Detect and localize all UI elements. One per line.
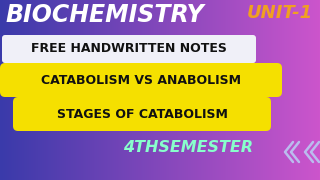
Text: STAGES OF CATABOLISM: STAGES OF CATABOLISM [57, 107, 228, 120]
Text: UNIT-1: UNIT-1 [247, 4, 313, 22]
FancyBboxPatch shape [13, 97, 271, 131]
Text: FREE HANDWRITTEN NOTES: FREE HANDWRITTEN NOTES [31, 42, 227, 55]
Text: BIOCHEMISTRY: BIOCHEMISTRY [6, 3, 205, 27]
Text: CATABOLISM VS ANABOLISM: CATABOLISM VS ANABOLISM [41, 73, 241, 87]
Text: 4THSEMESTER: 4THSEMESTER [123, 140, 253, 154]
FancyBboxPatch shape [0, 63, 282, 97]
FancyBboxPatch shape [2, 35, 256, 63]
